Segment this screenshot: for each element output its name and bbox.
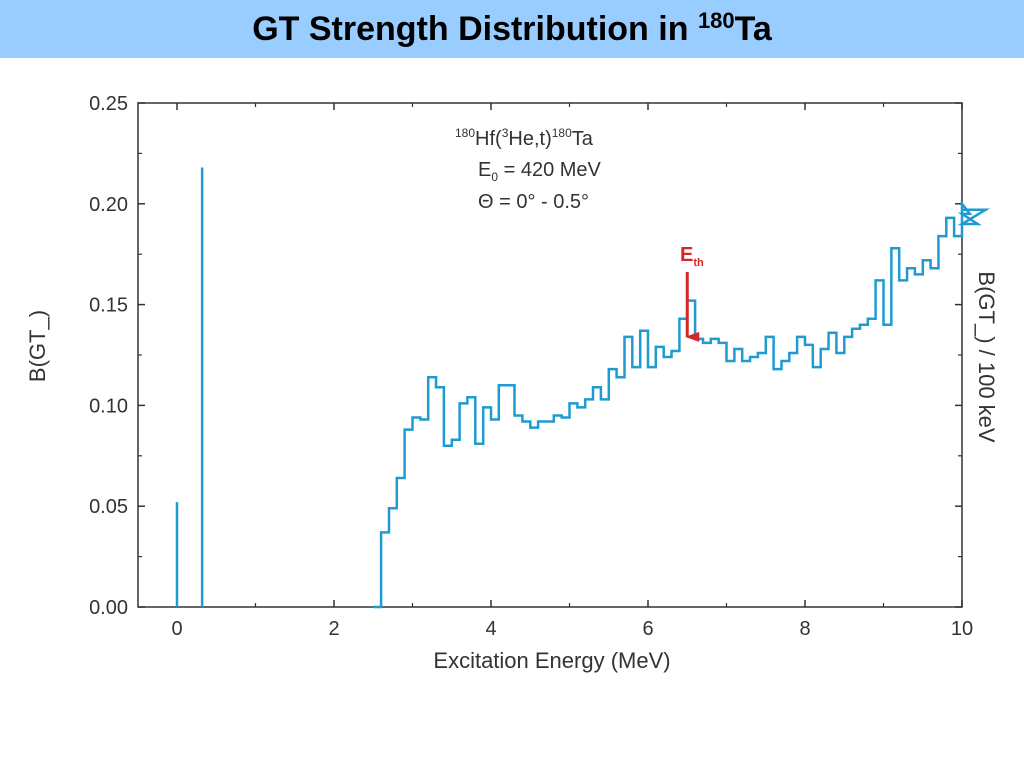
y-axis-label-left: B(GT_): [25, 310, 50, 382]
data-series: [175, 167, 991, 609]
annotation-angle: Θ = 0° - 0.5°: [478, 191, 589, 213]
y-tick-label: 0.10: [89, 395, 128, 417]
x-tick-label: 6: [642, 618, 653, 640]
slide-title-main: GT Strength Distribution in: [252, 9, 698, 48]
y-tick-label: 0.20: [89, 194, 128, 216]
y-tick-label: 0.15: [89, 295, 128, 317]
y-axis-label-right: B(GT_) / 100 keV: [974, 271, 999, 443]
annotation-beam-energy: E0 = 420 MeV: [478, 159, 602, 184]
x-tick-label: 0: [171, 618, 182, 640]
y-tick-label: 0.25: [89, 93, 128, 115]
histogram-series: [373, 200, 991, 609]
y-tick-label: 0.00: [89, 597, 128, 619]
title-bar: GT Strength Distribution in 180Ta: [0, 0, 1024, 58]
slide-title: GT Strength Distribution in 180Ta: [252, 7, 772, 49]
slide-title-superscript: 180: [697, 7, 735, 33]
x-axis-label: Excitation Energy (MeV): [433, 648, 670, 673]
axes: 0.00 0.05 0.10 0.15 0.20 0.25 0 2 4 6 8 10: [89, 93, 973, 640]
chart: 0.00 0.05 0.10 0.15 0.20 0.25 0 2 4 6 8 10 180Hf(3H…: [25, 93, 999, 673]
x-tick-label: 10: [951, 618, 973, 640]
annotation-reaction: 180Hf(3He,t)180Ta: [455, 126, 594, 150]
x-tick-label: 8: [799, 618, 810, 640]
arrow-label-eth: Eth: [680, 244, 704, 269]
x-tick-label: 4: [485, 618, 496, 640]
y-tick-label: 0.05: [89, 496, 128, 518]
slide-title-end: Ta: [734, 9, 772, 48]
x-tick-label: 2: [328, 618, 339, 640]
